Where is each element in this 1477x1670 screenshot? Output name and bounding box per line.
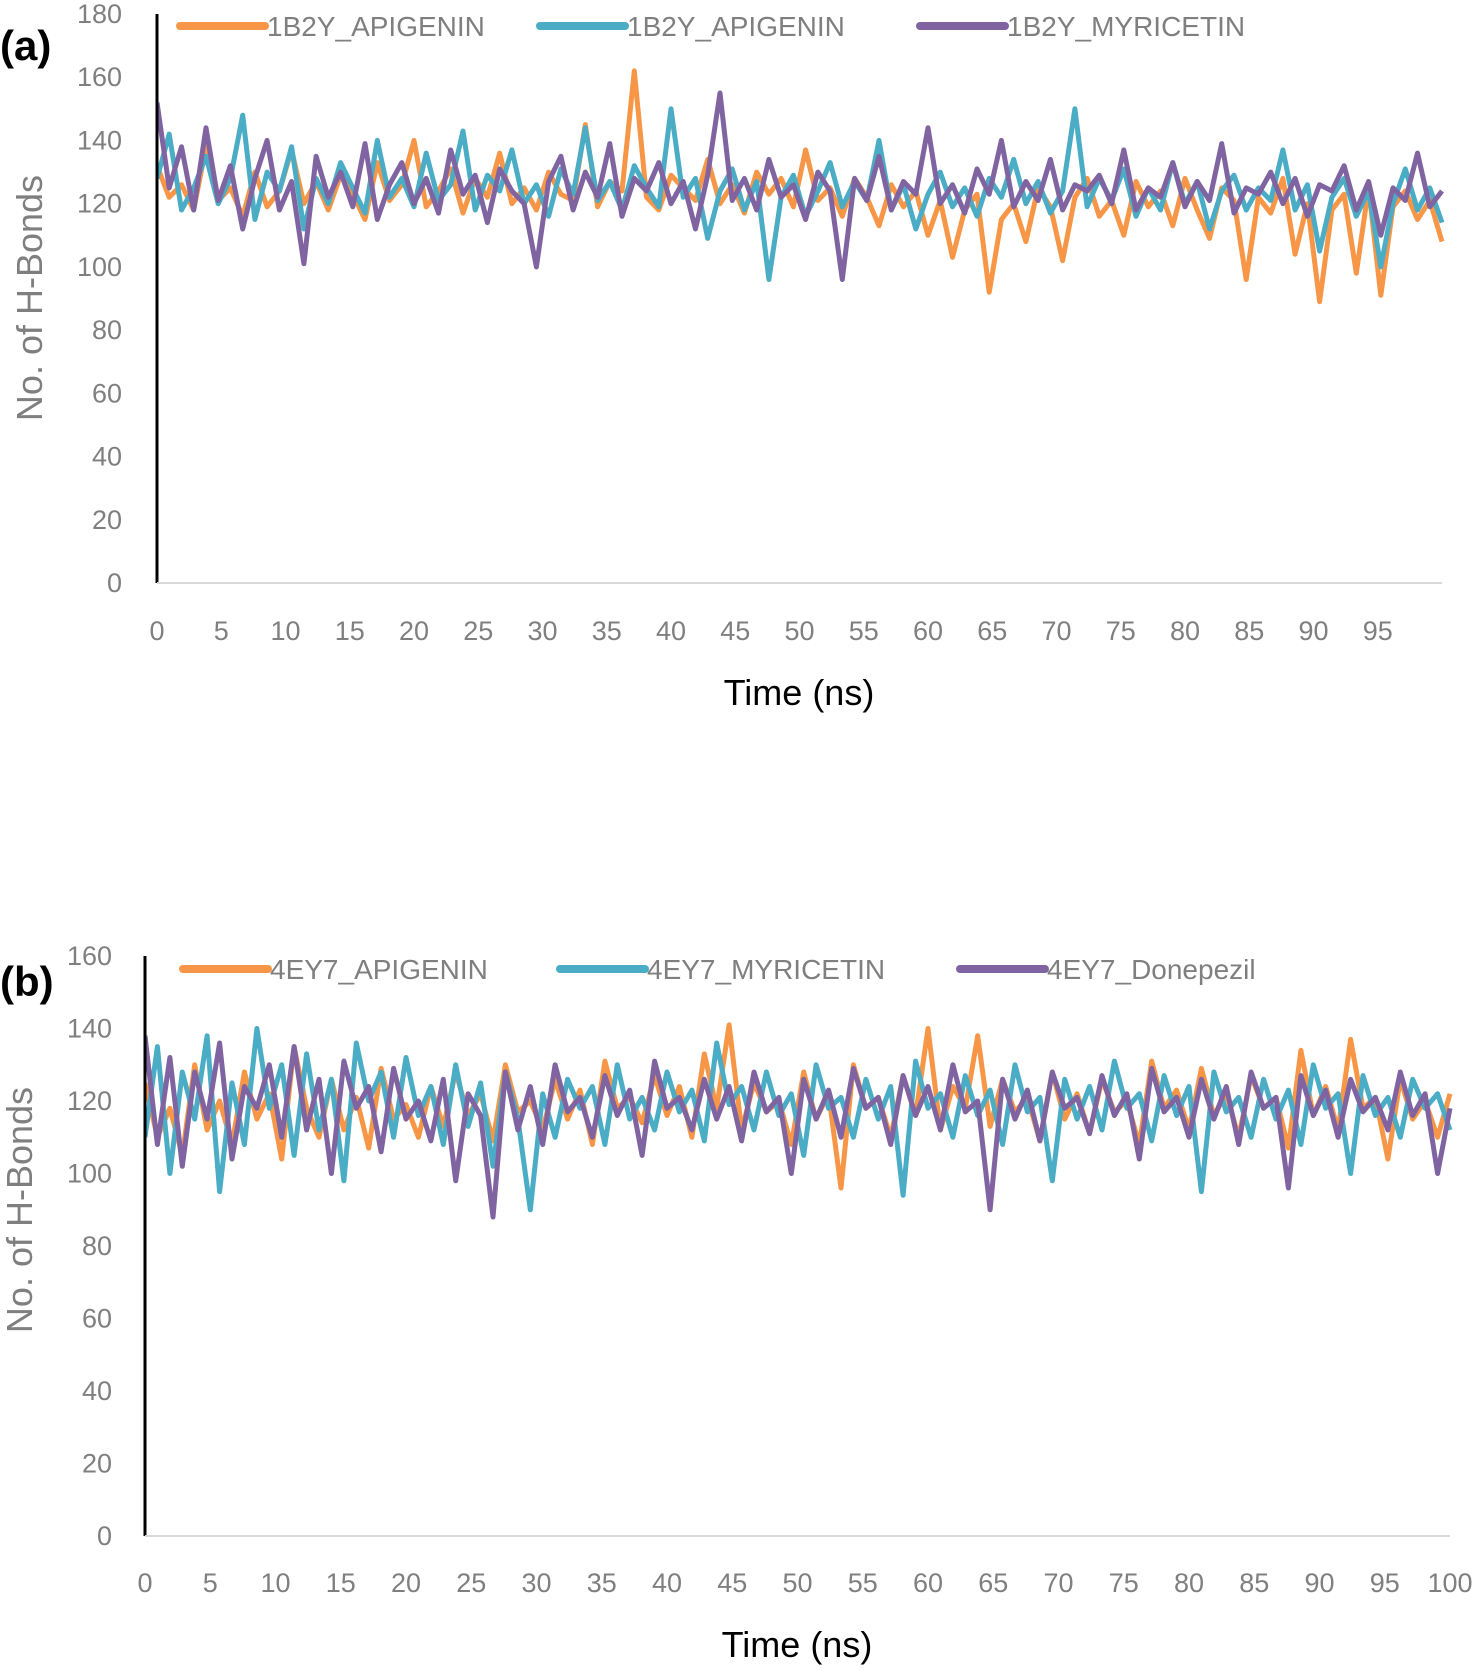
x-tick-label: 25 (463, 616, 493, 646)
panel-label-b: (b) (0, 958, 54, 1005)
x-ticks-a: 0 5 10 15 20 25 30 35 40 45 50 55 60 65 70 75 80 85 90 95 (149, 616, 1392, 646)
y-tick-label: 60 (82, 1304, 112, 1334)
x-tick-label: 20 (399, 616, 429, 646)
x-tick-label: 10 (260, 1568, 290, 1598)
chart-panel-b: (b) 4EY7_APIGENIN 4EY7_MYRICETIN 4EY7_Done… (0, 920, 1477, 1670)
x-axis-title-b: Time (ns) (722, 1624, 873, 1665)
x-tick-label: 10 (270, 616, 300, 646)
y-tick-label: 100 (67, 1159, 112, 1189)
y-tick-label: 160 (67, 941, 112, 971)
x-tick-label: 65 (978, 1568, 1008, 1598)
x-tick-label: 0 (137, 1568, 152, 1598)
x-tick-label: 70 (1043, 1568, 1073, 1598)
x-tick-label: 55 (848, 1568, 878, 1598)
y-tick-label: 40 (82, 1376, 112, 1406)
y-tick-label: 140 (67, 1014, 112, 1044)
x-tick-label: 40 (656, 616, 686, 646)
x-tick-label: 85 (1239, 1568, 1269, 1598)
legend-label-2: 1B2Y_APIGENIN (627, 11, 845, 42)
x-tick-label: 50 (782, 1568, 812, 1598)
x-axis-title-a: Time (ns) (724, 672, 875, 713)
x-tick-label: 0 (149, 616, 164, 646)
y-axis-title-b: No. of H-Bonds (0, 1087, 40, 1333)
x-tick-label: 25 (456, 1568, 486, 1598)
x-tick-label: 30 (521, 1568, 551, 1598)
x-tick-label: 65 (977, 616, 1007, 646)
x-tick-label: 45 (720, 616, 750, 646)
chart-b-svg: (b) 4EY7_APIGENIN 4EY7_MYRICETIN 4EY7_Done… (0, 941, 1473, 1665)
x-tick-label: 15 (335, 616, 365, 646)
x-tick-label: 75 (1109, 1568, 1139, 1598)
y-tick-label: 40 (92, 442, 122, 472)
x-tick-label: 35 (587, 1568, 617, 1598)
legend-label-2: 4EY7_MYRICETIN (647, 954, 885, 985)
series-group-a (157, 68, 1445, 305)
legend-a: 1B2Y_APIGENIN 1B2Y_APIGENIN 1B2Y_MYRICETIN (176, 11, 1245, 42)
x-tick-label: 50 (784, 616, 814, 646)
y-tick-label: 80 (82, 1231, 112, 1261)
x-tick-label: 5 (214, 616, 229, 646)
x-tick-label: 95 (1363, 616, 1393, 646)
x-ticks-b: 0 5 10 15 20 25 30 35 40 45 50 55 60 65 70 75 80 85 90 95 10… (137, 1568, 1472, 1598)
series-line-3 (157, 90, 1444, 282)
y-tick-label: 20 (92, 505, 122, 535)
x-tick-label: 80 (1170, 616, 1200, 646)
x-tick-label: 20 (391, 1568, 421, 1598)
x-tick-label: 55 (849, 616, 879, 646)
y-tick-label: 20 (82, 1449, 112, 1479)
y-tick-label: 100 (77, 252, 122, 282)
legend-label-1: 4EY7_APIGENIN (270, 954, 488, 985)
y-axis-title-a: No. of H-Bonds (9, 175, 50, 421)
y-tick-label: 60 (92, 378, 122, 408)
y-tick-label: 0 (97, 1521, 112, 1551)
y-tick-label: 120 (77, 189, 122, 219)
x-tick-label: 60 (913, 1568, 943, 1598)
series-line-3 (145, 1035, 1453, 1220)
x-tick-label: 70 (1041, 616, 1071, 646)
x-tick-label: 15 (326, 1568, 356, 1598)
legend-label-1: 1B2Y_APIGENIN (267, 11, 485, 42)
chart-panel-a: (a) 1B2Y_APIGENIN 1B2Y_APIGENIN 1B2Y_MYRIC… (0, 0, 1477, 800)
x-tick-label: 95 (1370, 1568, 1400, 1598)
series-group-b (145, 1022, 1453, 1220)
y-tick-label: 160 (77, 62, 122, 92)
x-tick-label: 75 (1106, 616, 1136, 646)
x-tick-label: 100 (1427, 1568, 1472, 1598)
x-tick-label: 5 (203, 1568, 218, 1598)
y-tick-label: 140 (77, 125, 122, 155)
x-tick-label: 35 (592, 616, 622, 646)
x-tick-label: 90 (1298, 616, 1328, 646)
x-tick-label: 30 (527, 616, 557, 646)
y-ticks-b: 0 20 40 60 80 100 120 140 160 (67, 941, 112, 1551)
legend-label-3: 1B2Y_MYRICETIN (1007, 11, 1245, 42)
legend-label-3: 4EY7_Donepezil (1047, 954, 1256, 985)
y-ticks-a: 0 20 40 60 80 100 120 140 160 180 (77, 0, 122, 598)
panel-label-a: (a) (0, 22, 51, 69)
x-tick-label: 90 (1304, 1568, 1334, 1598)
legend-b: 4EY7_APIGENIN 4EY7_MYRICETIN 4EY7_Donepezi… (179, 954, 1256, 985)
x-tick-label: 40 (652, 1568, 682, 1598)
x-tick-label: 80 (1174, 1568, 1204, 1598)
y-tick-label: 80 (92, 315, 122, 345)
chart-a-svg: (a) 1B2Y_APIGENIN 1B2Y_APIGENIN 1B2Y_MYRIC… (0, 0, 1445, 713)
y-tick-label: 120 (67, 1086, 112, 1116)
y-tick-label: 180 (77, 0, 122, 29)
x-tick-label: 45 (717, 1568, 747, 1598)
x-tick-label: 60 (913, 616, 943, 646)
x-tick-label: 85 (1234, 616, 1264, 646)
y-tick-label: 0 (107, 568, 122, 598)
